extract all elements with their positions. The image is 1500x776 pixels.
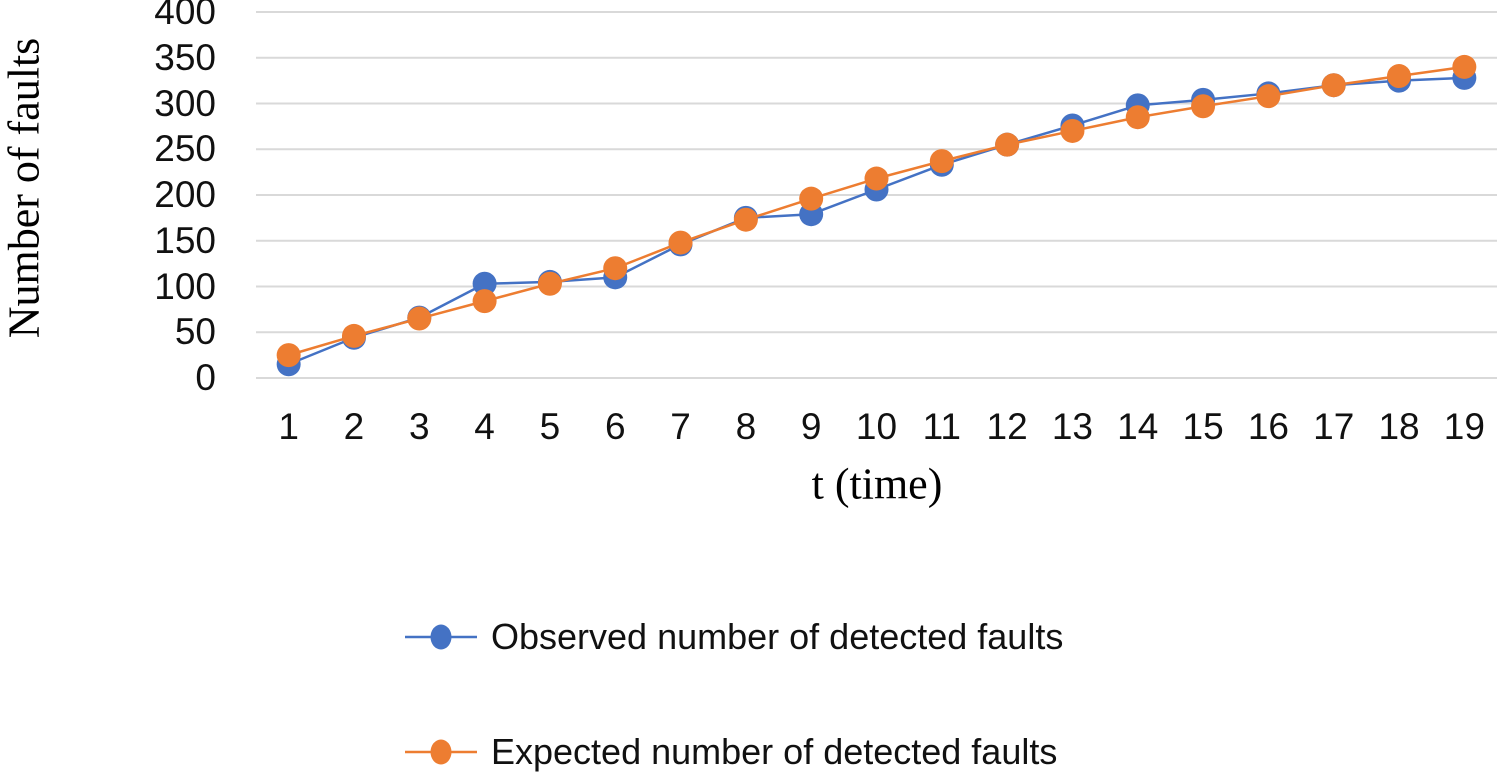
data-point-expected [995, 132, 1020, 157]
data-point-expected [864, 166, 889, 191]
observed-series-marker-icon [405, 624, 477, 650]
y-axis-tick-label: 200 [154, 174, 216, 215]
y-axis-tick-label: 350 [154, 36, 216, 78]
series-layer [276, 54, 1477, 377]
y-axis-title: Number of faults [0, 37, 49, 339]
x-axis-tick-label: 4 [474, 406, 495, 447]
y-axis-tick-label: 0 [195, 357, 216, 398]
data-point-observed [472, 271, 497, 296]
data-point-expected [929, 149, 954, 174]
x-axis-tick-label: 16 [1247, 406, 1289, 447]
legend-item-observed: Observed number of detected faults [405, 617, 1063, 657]
x-axis-tick-label: 9 [800, 406, 822, 447]
series-line-observed [288, 76, 1465, 366]
data-point-expected [472, 289, 497, 314]
x-axis-tick-label: 6 [604, 406, 626, 447]
data-point-expected [1191, 94, 1216, 119]
data-point-expected [1387, 64, 1412, 89]
y-axis-tick-label: 250 [154, 128, 216, 170]
expected-series-marker-icon [405, 739, 477, 765]
y-axis-tick-label: 400 [154, 0, 216, 32]
data-point-expected [1125, 105, 1150, 130]
x-axis-tick-label: 2 [343, 406, 365, 447]
data-point-expected [1321, 73, 1346, 98]
x-axis-tick-label: 3 [408, 406, 430, 447]
x-axis-tick-label: 8 [735, 406, 757, 447]
legend-label-observed: Observed number of detected faults [491, 616, 1064, 657]
data-point-expected [1452, 54, 1477, 79]
data-point-expected [276, 343, 301, 368]
legend-item-expected: Expected number of detected faults [405, 732, 1057, 772]
x-axis-tick-label: 15 [1182, 406, 1224, 447]
x-axis-tick-label: 17 [1313, 406, 1355, 447]
y-axis-tick-label: 150 [154, 219, 216, 261]
x-axis-tick-label: 5 [539, 406, 561, 447]
data-point-expected [341, 323, 366, 348]
x-axis-tick-label: 14 [1117, 406, 1159, 447]
x-axis-tick-label: 13 [1051, 406, 1094, 447]
x-axis-tick-label: 11 [922, 406, 962, 447]
data-point-expected [603, 256, 628, 281]
x-axis-title: t (time) [811, 459, 943, 509]
y-axis-tick-label: 100 [154, 265, 216, 307]
data-point-expected [799, 186, 824, 211]
x-axis-tick-label: 12 [986, 406, 1028, 447]
data-point-expected [537, 271, 562, 296]
data-point-expected [1060, 118, 1085, 143]
x-axis-tick-label: 19 [1443, 406, 1485, 447]
x-axis-tick-label: 1 [278, 406, 299, 447]
legend-label-expected: Expected number of detected faults [491, 731, 1058, 772]
data-point-expected [733, 207, 758, 232]
x-axis-tick-label: 18 [1378, 406, 1420, 447]
x-axis-tick-label: 7 [670, 406, 691, 447]
x-axis-tick-label: 10 [855, 406, 898, 447]
data-point-expected [668, 230, 693, 255]
y-axis-tick-label: 300 [154, 82, 216, 124]
data-point-expected [407, 306, 432, 331]
y-axis-tick-label: 50 [174, 311, 216, 353]
series-line-expected [288, 65, 1465, 357]
data-point-expected [1256, 84, 1281, 109]
